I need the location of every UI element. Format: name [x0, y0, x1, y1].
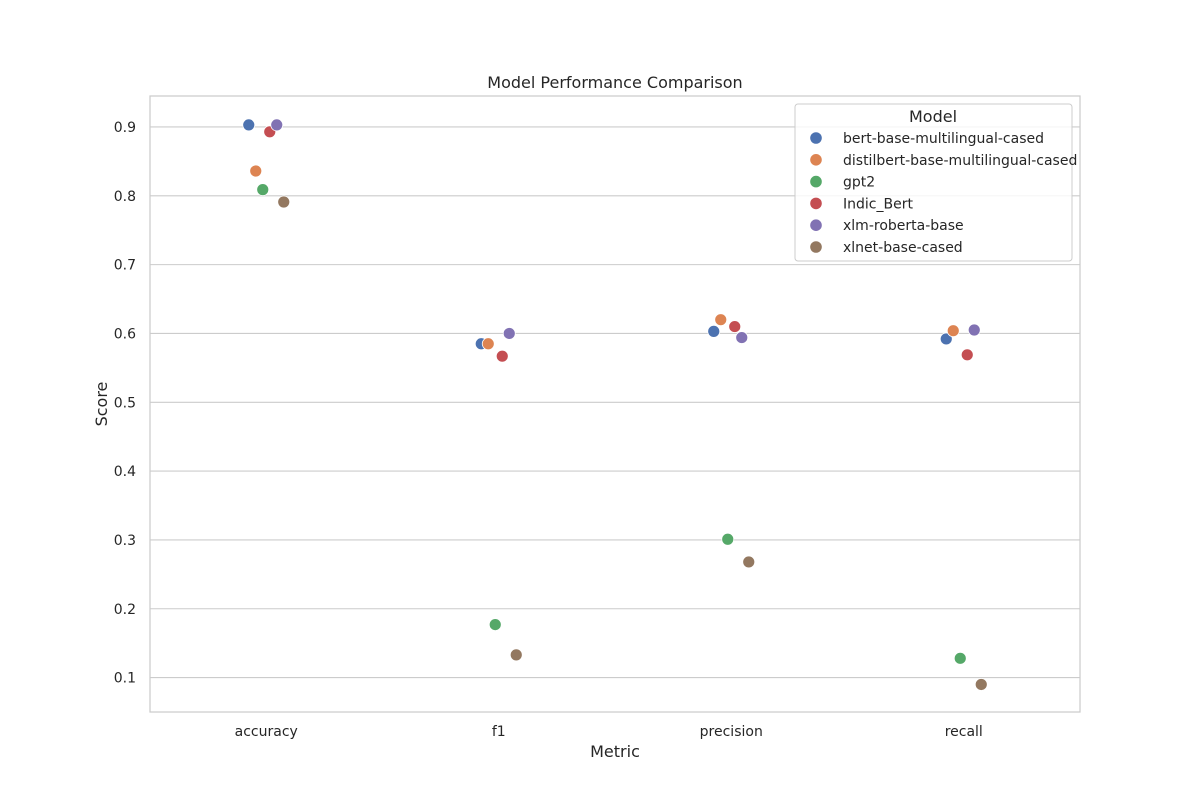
x-tick-label: recall — [945, 724, 983, 740]
legend-items: bert-base-multilingual-cased distilbert-b… — [810, 131, 1077, 256]
legend-label: xlnet-base-cased — [843, 240, 963, 256]
y-tick-label: 0.7 — [114, 258, 136, 274]
legend-label: bert-base-multilingual-cased — [843, 131, 1044, 147]
data-point — [714, 313, 728, 327]
y-tick-label: 0.1 — [114, 671, 136, 687]
legend-title: Model — [909, 107, 957, 126]
legend-item: bert-base-multilingual-cased — [810, 131, 1044, 147]
y-tick-label: 0.9 — [114, 120, 136, 136]
y-tick-label: 0.2 — [114, 602, 136, 618]
legend-item: xlnet-base-cased — [810, 240, 963, 256]
data-point — [953, 651, 967, 665]
data-point — [488, 618, 502, 631]
legend-marker — [810, 219, 822, 231]
x-tick-label: f1 — [492, 724, 506, 740]
legend-marker — [810, 197, 822, 210]
data-point — [939, 332, 953, 346]
data-point — [242, 118, 256, 132]
data-point — [249, 164, 263, 178]
legend-marker — [810, 175, 822, 188]
legend-item: xlm-roberta-base — [810, 218, 964, 234]
y-tick-label: 0.3 — [114, 533, 136, 549]
chart-title: Model Performance Comparison — [487, 73, 742, 92]
legend-item: gpt2 — [810, 175, 875, 191]
data-point — [509, 648, 523, 662]
data-point — [707, 324, 721, 338]
y-axis-title: Score — [92, 382, 111, 427]
y-tick-label: 0.5 — [114, 395, 136, 411]
legend-marker — [810, 132, 822, 144]
x-tick-label: accuracy — [235, 724, 298, 740]
data-point — [270, 118, 284, 132]
legend-item: distilbert-base-multilingual-cased — [810, 153, 1077, 169]
data-point — [974, 678, 988, 691]
plot-area-frame — [149, 95, 1081, 713]
legend-label: xlm-roberta-base — [843, 218, 964, 234]
x-tick-labels: accuracy f1 precision recall — [235, 724, 983, 740]
y-tick-label: 0.6 — [114, 326, 136, 342]
data-points — [242, 118, 988, 691]
gridlines — [150, 126, 1080, 679]
data-point — [728, 320, 742, 333]
data-point — [735, 331, 749, 344]
legend-marker — [810, 154, 822, 166]
data-point — [721, 532, 735, 546]
data-point — [946, 324, 960, 338]
y-tick-label: 0.8 — [114, 189, 136, 205]
data-point — [256, 183, 270, 197]
data-point — [960, 348, 974, 362]
y-tick-label: 0.4 — [114, 464, 136, 480]
data-point — [502, 327, 516, 340]
legend-label: distilbert-base-multilingual-cased — [843, 153, 1077, 169]
data-point — [481, 337, 495, 351]
y-tick-labels: 0.1 0.2 0.3 0.4 0.5 0.6 0.7 0.8 0.9 — [114, 120, 136, 687]
x-tick-label: precision — [700, 724, 763, 740]
x-axis-title: Metric — [590, 742, 640, 761]
data-point — [967, 323, 981, 337]
legend-item: Indic_Bert — [810, 196, 913, 212]
legend-frame — [794, 103, 1073, 262]
legend-marker — [810, 241, 822, 253]
legend-label: Indic_Bert — [843, 196, 913, 212]
data-point — [277, 195, 291, 209]
legend: Model bert-base-multilingual-cased distil… — [794, 103, 1077, 262]
data-point — [742, 555, 756, 569]
data-point — [495, 349, 509, 363]
legend-label: gpt2 — [843, 175, 875, 191]
